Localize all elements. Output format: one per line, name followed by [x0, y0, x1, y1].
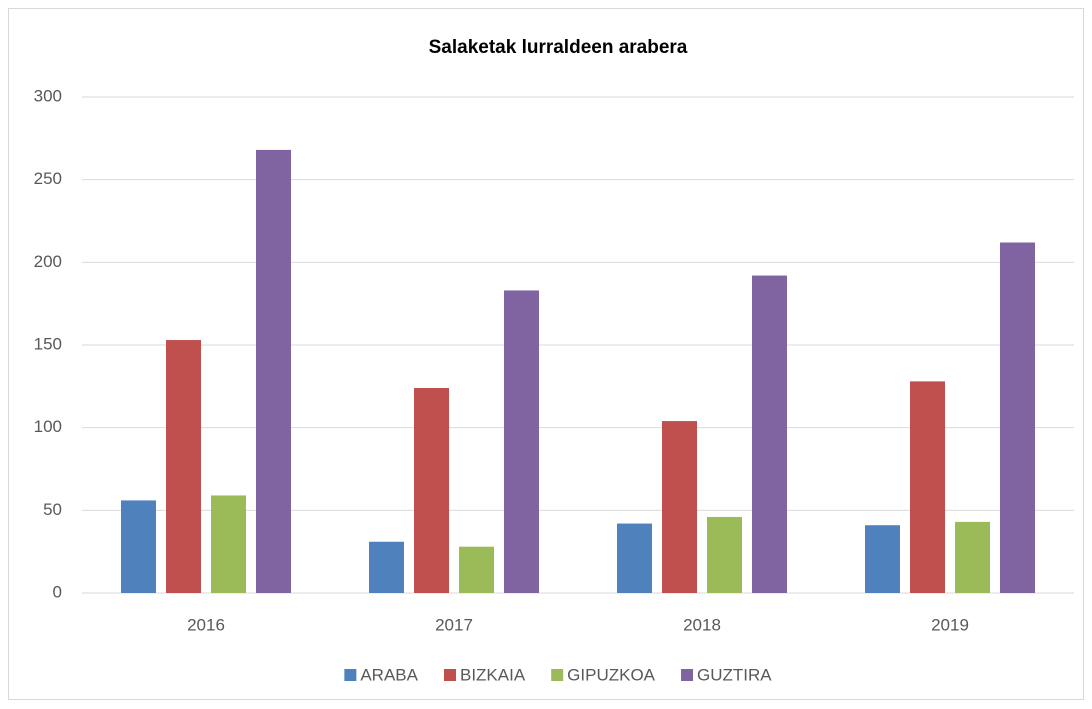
y-tick-label: 50	[43, 500, 62, 519]
legend-label: BIZKAIA	[460, 665, 526, 684]
bar	[707, 516, 742, 593]
bar	[504, 290, 539, 593]
legend-swatch	[344, 669, 357, 681]
legend-label: GIPUZKOA	[567, 665, 656, 684]
y-tick-label: 200	[34, 252, 62, 271]
chart-title: Salaketak lurraldeen arabera	[429, 37, 688, 58]
y-tick-label: 250	[34, 169, 62, 188]
x-tick-label: 2016	[187, 615, 225, 634]
y-tick-label: 300	[34, 86, 62, 105]
bar	[752, 275, 787, 593]
bar	[617, 523, 652, 593]
bar	[1000, 242, 1035, 593]
bar	[369, 541, 404, 593]
bar	[865, 525, 900, 593]
legend-swatch	[551, 669, 564, 681]
legend-swatch	[443, 669, 456, 681]
legend-swatch	[681, 669, 694, 681]
y-tick-label: 150	[34, 334, 62, 353]
y-tick-label: 0	[53, 582, 62, 601]
bar	[459, 546, 494, 593]
bar	[256, 149, 291, 593]
x-tick-label: 2017	[435, 615, 473, 634]
legend-label: GUZTIRA	[697, 665, 772, 684]
bar	[414, 387, 449, 593]
x-tick-label: 2019	[931, 615, 969, 634]
bar	[662, 421, 697, 593]
legend-label: ARABA	[360, 665, 418, 684]
bar	[955, 521, 990, 593]
bar	[211, 495, 246, 593]
bar	[166, 340, 201, 593]
bar	[910, 381, 945, 593]
x-tick-label: 2018	[683, 615, 721, 634]
bar	[121, 500, 156, 593]
y-tick-label: 100	[34, 417, 62, 436]
